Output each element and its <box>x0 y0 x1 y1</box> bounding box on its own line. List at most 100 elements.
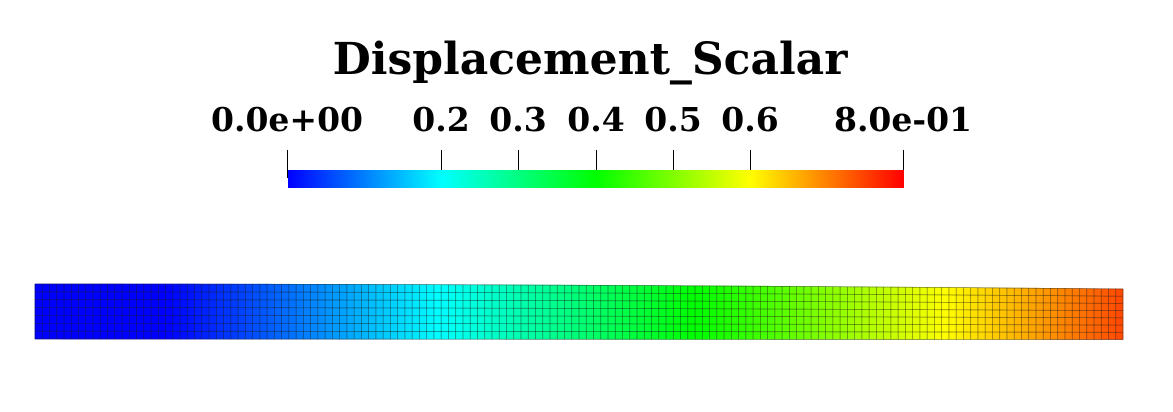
mesh-cell-column <box>56 283 65 340</box>
mesh-cell-column <box>614 285 623 340</box>
mesh-horizontal-line <box>35 322 1124 326</box>
mesh-cell-column <box>520 284 529 340</box>
mesh-cell-column <box>266 283 275 340</box>
mesh-grid-lines <box>34 283 1124 340</box>
mesh-cell-column <box>187 283 195 340</box>
mesh-cell-column <box>172 283 181 340</box>
mesh-cell-column <box>651 285 660 340</box>
mesh-cell-column <box>390 284 398 340</box>
legend-title: Displacement_Scalar <box>332 34 848 85</box>
mesh-cell-column <box>216 283 224 340</box>
mesh-cell-column <box>498 284 507 340</box>
tick-label-0-4: 0.4 <box>567 100 625 139</box>
mesh-cell-column <box>107 283 116 340</box>
mesh-cell-column <box>455 284 464 340</box>
mesh-cell-column <box>361 284 369 340</box>
mesh-cell-column <box>274 283 282 340</box>
mesh-cell-column <box>549 284 558 340</box>
mesh-cell-column <box>114 283 123 340</box>
mesh-cell-column <box>556 284 565 340</box>
tick-label-0-5: 0.5 <box>644 100 702 139</box>
mesh-cell-column <box>513 284 522 340</box>
mesh-horizontal-line <box>35 291 1124 297</box>
mesh-cell-column <box>281 283 290 340</box>
tick-mark-0-5 <box>673 150 674 178</box>
mesh-cell-column <box>346 284 355 340</box>
mesh-cell-column <box>63 283 72 340</box>
mesh-cell-column <box>709 285 718 340</box>
mesh-cell-column <box>506 284 515 340</box>
mesh-cell-column <box>397 284 406 340</box>
mesh-cell-column <box>527 284 536 340</box>
mesh-cell-column <box>600 285 609 340</box>
mesh-cell-column <box>622 285 631 340</box>
mesh-cell-column <box>404 284 413 340</box>
mesh-cell-column <box>636 285 645 340</box>
mesh-horizontal-line <box>35 307 1124 311</box>
mesh-cell-column <box>208 283 217 340</box>
mesh-cell-column <box>223 283 232 340</box>
mesh-cell-column <box>702 285 710 340</box>
mesh-cell-column <box>440 284 449 340</box>
mesh-cell-column <box>738 285 747 340</box>
tick-label-0-3: 0.3 <box>489 100 547 139</box>
mesh-cell-column <box>339 284 348 340</box>
mesh-cell-column <box>687 285 696 340</box>
mesh-cell-column <box>433 284 442 340</box>
tick-mark-max <box>903 150 904 178</box>
mesh-cell-column <box>78 283 87 340</box>
mesh-cell-column <box>121 283 130 340</box>
mesh-cell-column <box>484 284 493 340</box>
mesh-cell-column <box>85 283 94 340</box>
tick-mark-0-4 <box>596 150 597 178</box>
mesh-cell-column <box>469 284 478 340</box>
color-scale-bar <box>288 170 904 188</box>
mesh-cell-column <box>324 284 333 340</box>
mesh-cell-column <box>571 284 580 340</box>
mesh-horizontal-line <box>34 330 1124 333</box>
tick-label-0-2: 0.2 <box>412 100 470 139</box>
mesh-cell-column <box>201 283 210 340</box>
mesh-cell-column <box>136 283 145 340</box>
mesh-cell-column <box>491 284 500 340</box>
tick-mark-min <box>287 150 288 178</box>
mesh-cell-column <box>252 283 261 340</box>
mesh-cell-column <box>92 283 101 340</box>
mesh-cell-column <box>194 283 203 340</box>
mesh-cell-column <box>607 285 616 340</box>
mesh-cell-column <box>165 283 174 340</box>
mesh-cell-column <box>382 284 391 340</box>
mesh-cells <box>34 283 1124 340</box>
mesh-cell-column <box>128 283 137 340</box>
mesh-cell-column <box>259 283 268 340</box>
mesh-cell-column <box>665 285 674 340</box>
mesh-cell-column <box>585 284 594 340</box>
mesh-cell-column <box>477 284 486 340</box>
mesh-cell-column <box>448 284 456 340</box>
mesh-cell-column <box>629 285 638 340</box>
mesh-cell-column <box>542 284 551 340</box>
mesh-cell-column <box>411 284 420 340</box>
mesh-cell-column <box>462 284 471 340</box>
tick-mark-0-6 <box>750 150 751 178</box>
mesh-cell-column <box>593 285 602 340</box>
mesh-cell-column <box>99 283 108 340</box>
mesh-cell-column <box>578 284 587 340</box>
mesh-cell-column <box>332 284 340 340</box>
tick-mark-0-2 <box>441 150 442 178</box>
mesh-cell-column <box>303 284 311 340</box>
mesh-horizontal-line <box>35 315 1124 319</box>
mesh-cell-column <box>41 283 50 340</box>
mesh-cell-column <box>643 285 652 340</box>
mesh-cell-column <box>245 283 253 340</box>
mesh-cell-column <box>535 284 544 340</box>
tick-mark-0-3 <box>518 150 519 178</box>
mesh-cell-column <box>158 283 166 340</box>
mesh-cell-column <box>564 284 573 340</box>
mesh-horizontal-line <box>35 338 1123 340</box>
mesh-cell-column <box>672 285 681 340</box>
mesh-horizontal-line <box>34 299 1124 304</box>
mesh-cell-column <box>288 283 297 340</box>
